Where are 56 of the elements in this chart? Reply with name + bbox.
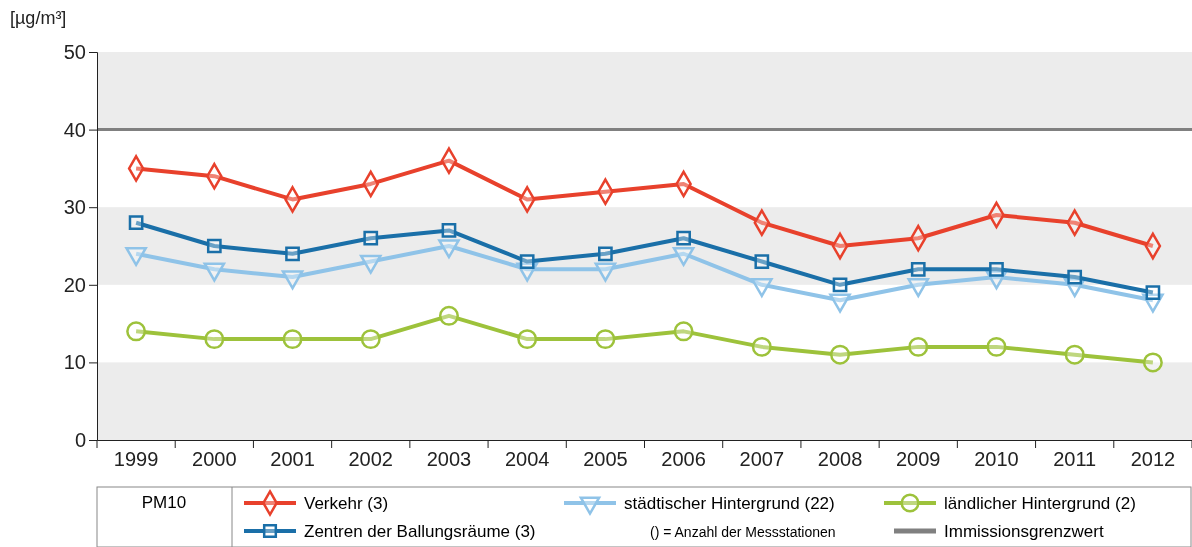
point <box>910 261 926 277</box>
point <box>1067 269 1083 285</box>
y-tick-label: 0 <box>74 428 86 451</box>
point <box>204 329 225 350</box>
y-tick-label: 30 <box>63 196 86 219</box>
legend-label: städtischer Hintergrund (22) <box>624 494 835 513</box>
point <box>285 246 300 262</box>
y-tick-label: 40 <box>63 118 86 141</box>
point <box>441 223 457 238</box>
point <box>519 254 535 269</box>
x-tick-label: 2009 <box>896 448 941 471</box>
point <box>989 261 1004 277</box>
legend-label: ländlicher Hintergrund (2) <box>944 494 1136 513</box>
x-tick-label: 2001 <box>270 448 315 471</box>
x-tick-label: 2002 <box>348 448 393 471</box>
point <box>1142 352 1163 373</box>
legend-label: Verkehr (3) <box>304 494 389 513</box>
x-tick-label: 2012 <box>1130 448 1176 471</box>
point <box>282 329 303 350</box>
x-tick-label: 2006 <box>661 448 706 471</box>
x-tick-label: 2005 <box>583 448 628 471</box>
point <box>595 329 616 350</box>
y-tick-label: 10 <box>63 351 86 374</box>
x-tick-label: 2000 <box>192 448 237 471</box>
point <box>517 329 538 350</box>
point <box>363 230 379 246</box>
legend-title: PM10 <box>141 493 187 512</box>
point <box>908 336 929 357</box>
point <box>1145 285 1161 300</box>
y-tick-label: 50 <box>63 40 86 63</box>
x-tick-label: 2010 <box>974 448 1019 471</box>
point <box>673 321 694 342</box>
point <box>206 238 222 254</box>
point <box>676 230 691 246</box>
y-axis-title: [µg/m³] <box>10 8 67 28</box>
point <box>126 321 147 342</box>
point <box>830 344 851 365</box>
x-tick-label: 2008 <box>817 448 863 471</box>
point <box>128 215 144 231</box>
point <box>832 277 848 293</box>
point <box>754 254 770 269</box>
point <box>986 336 1007 357</box>
y-tick-label: 20 <box>63 273 86 296</box>
point <box>598 246 613 262</box>
point <box>360 329 381 350</box>
point <box>438 305 459 326</box>
x-tick-label: 2004 <box>504 448 550 471</box>
legend-label: Zentren der Ballungsräume (3) <box>304 522 536 541</box>
x-tick-label: 1999 <box>113 448 159 471</box>
point <box>751 336 772 357</box>
x-tick-label: 2011 <box>1053 448 1097 471</box>
x-tick-label: 2007 <box>739 448 785 471</box>
text: () = Anzahl der Messstationen <box>650 524 836 540</box>
point <box>1064 344 1085 365</box>
legend-label: Immissionsgrenzwert <box>944 522 1104 541</box>
x-tick-label: 2003 <box>426 448 472 471</box>
